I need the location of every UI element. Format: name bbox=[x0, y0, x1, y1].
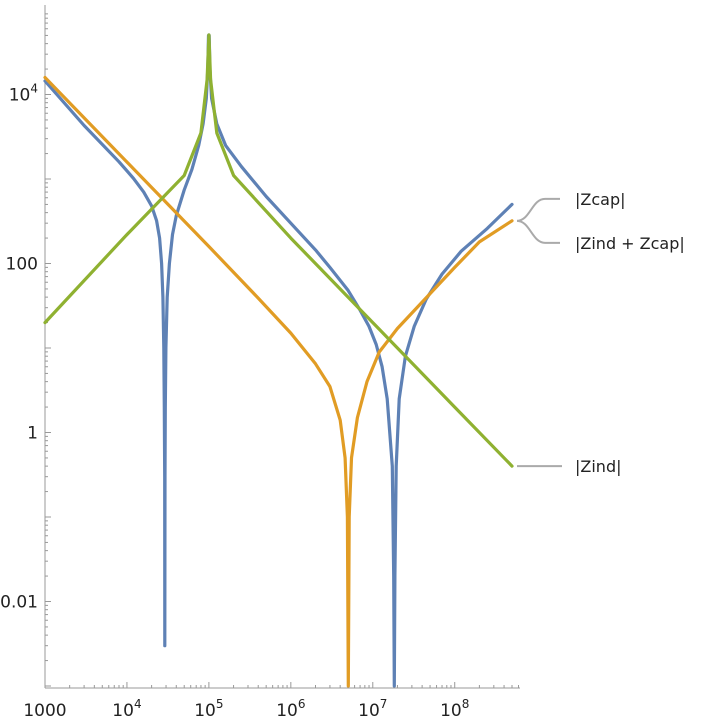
y-tick-label: 0.01 bbox=[0, 593, 38, 613]
y-tick-label: 100 bbox=[6, 255, 38, 275]
y-tick-label: 1 bbox=[27, 424, 38, 444]
x-tick-label: 108 bbox=[440, 697, 469, 721]
x-tick-label: 106 bbox=[276, 697, 305, 721]
legend-label: |Zind| bbox=[575, 457, 621, 476]
series-layer bbox=[43, 33, 514, 688]
y-tick-label: 104 bbox=[9, 82, 38, 106]
legend-label: |Zcap| bbox=[575, 190, 626, 209]
axes: 1000 104 105 106 107 108 0.01 1 100 104 bbox=[0, 5, 520, 721]
series-line bbox=[43, 33, 514, 468]
legend-leader bbox=[516, 197, 560, 222]
x-tick-label: 105 bbox=[194, 697, 223, 721]
series-line bbox=[43, 75, 514, 688]
legend-leader bbox=[516, 219, 560, 244]
series-line bbox=[43, 33, 514, 688]
x-tick-label: 104 bbox=[112, 697, 141, 721]
x-tick-label: 1000 bbox=[23, 701, 66, 721]
x-tick-label: 107 bbox=[358, 697, 387, 721]
legend-label: |Zind + Zcap| bbox=[575, 234, 685, 253]
legend: |Zcap| |Zind + Zcap| |Zind| bbox=[516, 190, 685, 476]
